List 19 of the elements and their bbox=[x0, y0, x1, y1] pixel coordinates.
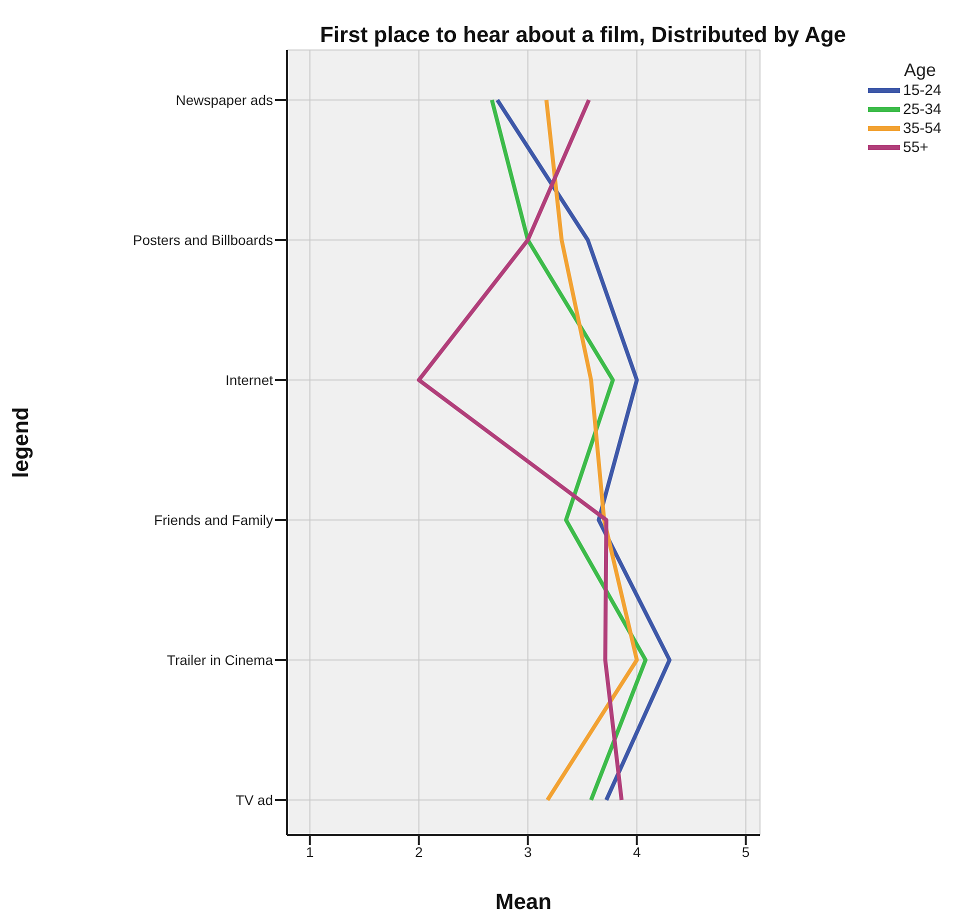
legend-title: Age bbox=[904, 60, 938, 81]
y-tick-label: Trailer in Cinema bbox=[166, 652, 274, 668]
y-tick-label: Posters and Billboards bbox=[132, 232, 273, 248]
legend-label: 35-54 bbox=[903, 120, 942, 137]
legend-label: 55+ bbox=[903, 139, 928, 156]
chart-title: First place to hear about a film, Distributed by Age bbox=[318, 22, 848, 48]
y-axis-title: legend bbox=[8, 407, 33, 478]
x-tick-label: 4 bbox=[632, 844, 641, 860]
x-tick-label: 2 bbox=[414, 844, 423, 860]
x-tick-label: 5 bbox=[742, 844, 750, 860]
legend-label: 15-24 bbox=[903, 82, 942, 99]
x-tick-label: 3 bbox=[524, 844, 532, 860]
y-tick-label: Friends and Family bbox=[154, 512, 273, 528]
x-tick-label: 1 bbox=[306, 844, 314, 860]
y-tick-label: Newspaper ads bbox=[176, 92, 273, 108]
y-tick-label: Internet bbox=[226, 372, 274, 388]
x-axis-title: Mean bbox=[495, 889, 552, 914]
legend-label: 25-34 bbox=[903, 101, 942, 118]
y-tick-label: TV ad bbox=[236, 792, 273, 808]
